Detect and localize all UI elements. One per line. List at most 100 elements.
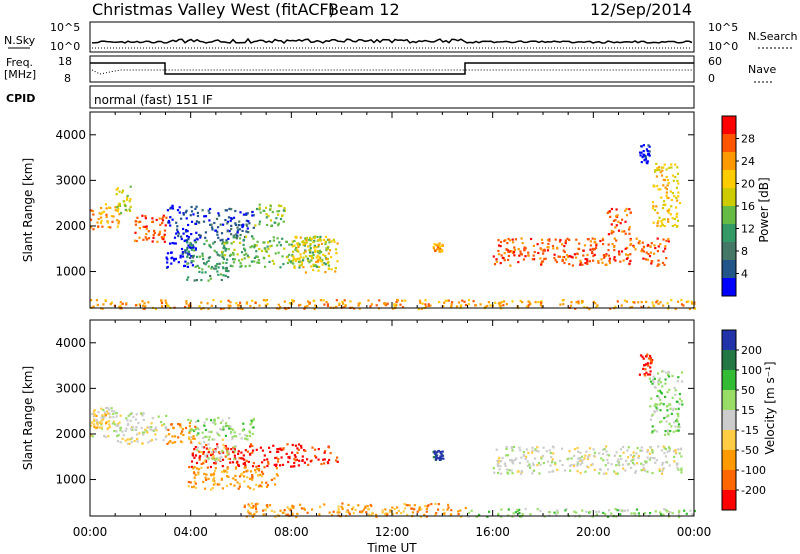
heatmap-cell: [478, 513, 481, 516]
heatmap-cell: [126, 419, 129, 422]
heatmap-cell: [314, 249, 317, 252]
heatmap-cell: [597, 261, 600, 264]
heatmap-cell: [234, 474, 237, 477]
heatmap-cell: [662, 203, 665, 206]
heatmap-cell: [530, 237, 533, 241]
heatmap-cell: [274, 456, 277, 460]
heatmap-cell: [162, 214, 165, 217]
heatmap-cell: [680, 400, 683, 403]
heatmap-cell: [515, 457, 518, 460]
heatmap-cell: [649, 512, 652, 515]
heatmap-cell: [217, 212, 220, 215]
heatmap-cell: [637, 455, 640, 458]
heatmap-cell: [446, 508, 449, 511]
heatmap-cell: [661, 169, 664, 172]
heatmap-cell: [185, 229, 188, 232]
heatmap-cell: [217, 266, 220, 269]
heatmap-cell: [230, 217, 233, 220]
heatmap-cell: [612, 219, 615, 222]
heatmap-cell: [239, 237, 242, 240]
heatmap-cell: [631, 459, 634, 462]
heatmap-cell: [665, 371, 668, 374]
heatmap-cell: [222, 247, 225, 250]
heatmap-cell: [287, 507, 290, 510]
heatmap-cell: [116, 423, 120, 426]
heatmap-cell: [646, 160, 649, 163]
heatmap-cell: [179, 426, 182, 429]
heatmap-cell: [133, 439, 136, 443]
heatmap-cell: [330, 514, 334, 517]
heatmap-cell: [521, 301, 524, 304]
heatmap-cell: [186, 278, 189, 281]
heatmap-cell: [214, 423, 217, 426]
heatmap-cell: [195, 461, 199, 465]
heatmap-cell: [273, 510, 276, 513]
heatmap-cell: [492, 255, 495, 258]
heatmap-cell: [221, 252, 224, 255]
heatmap-cell: [330, 268, 333, 271]
heatmap-cell: [633, 463, 636, 466]
heatmap-cell: [268, 260, 271, 263]
heatmap-cell: [244, 249, 247, 252]
heatmap-cell: [404, 299, 407, 302]
heatmap-cell: [308, 301, 311, 304]
heatmap-cell: [266, 245, 269, 248]
heatmap-cell: [396, 506, 399, 509]
heatmap-cell: [322, 299, 325, 302]
heatmap-cell: [395, 301, 398, 304]
heatmap-cell: [584, 258, 587, 261]
heatmap-cell: [438, 246, 442, 249]
heatmap-cell: [324, 254, 327, 258]
heatmap-cell: [177, 235, 180, 238]
heatmap-cell: [649, 358, 652, 361]
heatmap-cell: [181, 430, 184, 433]
heatmap-cell: [118, 190, 121, 193]
heatmap-cell: [192, 254, 195, 257]
heatmap-cell: [130, 428, 133, 431]
heatmap-cell: [401, 299, 404, 302]
heatmap-cell: [300, 261, 304, 264]
heatmap-cell: [202, 451, 205, 454]
heatmap-cell: [640, 301, 643, 304]
heatmap-cell: [296, 451, 299, 454]
heatmap-cell: [106, 406, 109, 409]
heatmap-cell: [211, 479, 215, 482]
heatmap-cell: [172, 427, 175, 430]
heatmap-cell: [142, 225, 145, 228]
heatmap-cell: [219, 421, 223, 424]
colorbar-swatch: [722, 170, 736, 189]
heatmap-cell: [589, 240, 592, 243]
heatmap-cell: [656, 169, 659, 172]
heatmap-cell: [605, 263, 608, 266]
heatmap-cell: [505, 454, 508, 457]
heatmap-cell: [238, 220, 241, 223]
heatmap-cell: [230, 228, 233, 231]
heatmap-cell: [637, 456, 640, 460]
heatmap-cell: [459, 509, 462, 512]
heatmap-cell: [134, 418, 137, 421]
heatmap-cell: [195, 220, 198, 223]
heatmap-cell: [235, 237, 238, 240]
heatmap-cell: [685, 512, 688, 515]
heatmap-cell: [230, 224, 233, 227]
heatmap-cell: [194, 425, 197, 428]
cpid-text: normal (fast) 151 IF: [94, 93, 213, 107]
heatmap-cell: [226, 269, 229, 272]
heatmap-cell: [283, 300, 286, 303]
heatmap-cell: [154, 433, 157, 436]
heatmap-cell: [258, 208, 261, 211]
heatmap-cell: [562, 249, 565, 252]
heatmap-cell: [216, 431, 219, 434]
heatmap-cell: [582, 254, 585, 257]
heatmap-cell: [280, 448, 283, 452]
heatmap-cell: [188, 431, 191, 434]
heatmap-cell: [442, 457, 445, 460]
heatmap-cell: [165, 428, 168, 431]
heatmap-cell: [257, 469, 261, 472]
heatmap-cell: [665, 194, 668, 197]
heatmap-cell: [113, 429, 116, 433]
freq-tick-bottom: 8: [64, 72, 71, 85]
heatmap-cell: [179, 254, 182, 257]
heatmap-cell: [251, 502, 254, 505]
heatmap-cell: [337, 509, 340, 513]
